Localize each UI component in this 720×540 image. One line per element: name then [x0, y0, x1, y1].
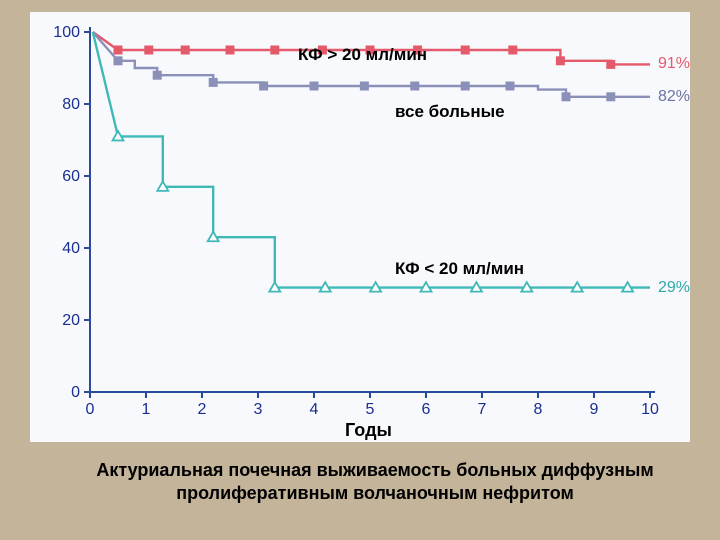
svg-text:3: 3 [254, 401, 263, 418]
x-axis-title: Годы [345, 420, 392, 441]
series-annot-all: все больные [395, 102, 505, 122]
svg-text:6: 6 [422, 401, 431, 418]
chart-panel: 020406080100012345678910 КФ > 20 мл/мин … [30, 12, 690, 442]
end-label-all: 82% [658, 88, 690, 106]
survival-step-chart: 0 20 40 60 80 100 0 1 2 3 4 5 6 7 8 9 10 [30, 12, 690, 442]
end-label-kf-lt20: 29% [658, 279, 690, 297]
end-label-kf-gt20: 91% [658, 55, 690, 73]
chart-caption: Актуриальная почечная выживаемость больн… [15, 459, 720, 506]
svg-text:40: 40 [62, 240, 80, 257]
svg-text:100: 100 [53, 24, 80, 41]
svg-text:0: 0 [86, 401, 95, 418]
svg-text:0: 0 [71, 384, 80, 401]
svg-text:8: 8 [534, 401, 543, 418]
series-annot-kf-lt20: КФ < 20 мл/мин [395, 259, 524, 279]
series-annot-kf-gt20: КФ > 20 мл/мин [298, 45, 427, 65]
slide-frame: 020406080100012345678910 КФ > 20 мл/мин … [15, 12, 705, 527]
svg-text:10: 10 [641, 401, 659, 418]
svg-text:7: 7 [478, 401, 487, 418]
svg-text:4: 4 [310, 401, 319, 418]
svg-text:5: 5 [366, 401, 375, 418]
svg-text:1: 1 [142, 401, 151, 418]
svg-text:9: 9 [590, 401, 599, 418]
svg-text:20: 20 [62, 312, 80, 329]
svg-text:60: 60 [62, 168, 80, 185]
svg-text:80: 80 [62, 96, 80, 113]
svg-text:2: 2 [198, 401, 207, 418]
